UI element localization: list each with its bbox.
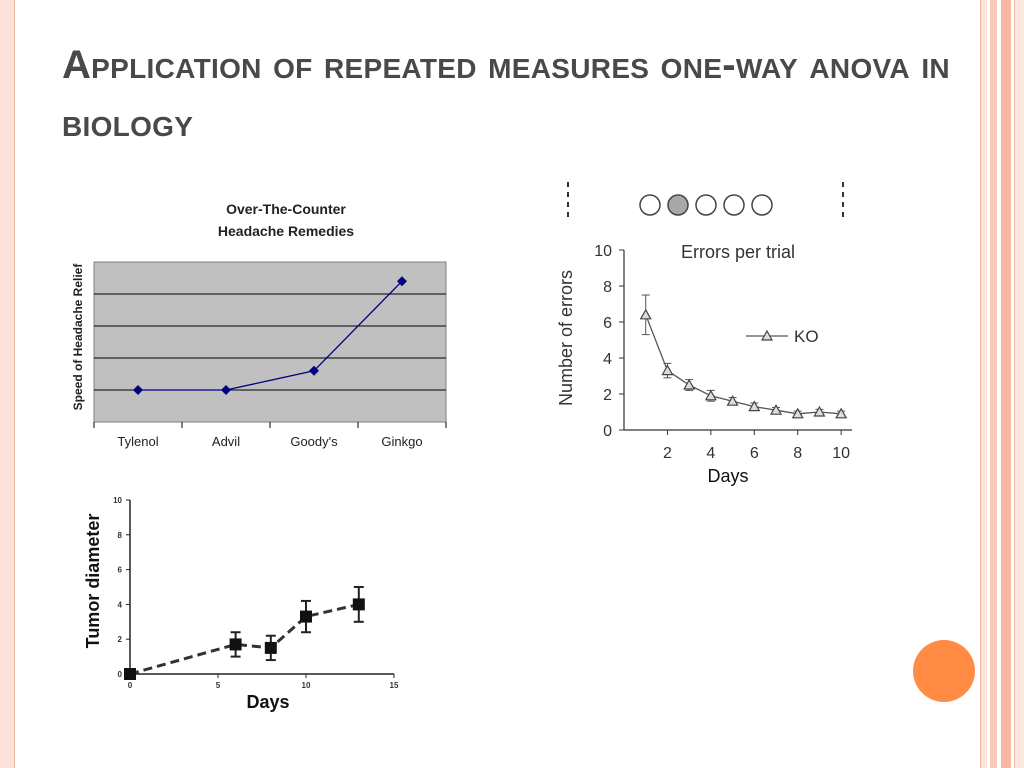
x-tick-label: 6 <box>750 445 759 462</box>
right-decorative-stripe-1 <box>980 0 987 768</box>
x-tick-label: 0 <box>128 681 133 690</box>
data-point-triangle <box>639 308 652 320</box>
x-tick-label: 8 <box>793 445 802 462</box>
x-tick-label: 4 <box>706 445 715 462</box>
y-tick-label: 4 <box>118 600 123 609</box>
plot-area <box>93 261 447 423</box>
data-point-diamond <box>309 365 319 376</box>
chart-title: Errors per trial <box>681 242 795 262</box>
data-point-square <box>352 598 365 611</box>
tumor-chart: 0 2 4 6 8 10 0 5 10 15 Tumor diameter Days <box>74 488 404 718</box>
chart-title: Over-The-Counter <box>226 201 346 217</box>
right-decorative-stripe-3 <box>1001 0 1011 768</box>
slide-title: Application of repeated measures one-way… <box>62 43 950 145</box>
orange-accent-dot <box>913 640 975 702</box>
data-point-diamond <box>397 276 407 287</box>
data-point-square <box>124 668 136 680</box>
legend-marker-triangle <box>760 329 774 341</box>
legend-label: KO <box>794 327 819 346</box>
data-point-diamond <box>133 385 143 395</box>
data-point-triangle <box>748 400 761 412</box>
tumor-chart-svg: 0 2 4 6 8 10 0 5 10 15 Tumor diameter Days <box>83 496 399 712</box>
data-point-triangle <box>813 405 826 417</box>
trial-circle <box>723 194 745 216</box>
headache-chart: Over-The-Counter Headache Remedies Tylenol… <box>62 190 462 465</box>
data-point-triangle <box>704 389 717 401</box>
trial-circle <box>695 194 717 216</box>
x-tick-label: 2 <box>663 445 672 462</box>
right-decorative-stripe-2 <box>990 0 997 768</box>
headache-chart-svg: Over-The-Counter Headache Remedies Tylenol… <box>71 201 447 449</box>
y-tick-label: 8 <box>118 531 123 540</box>
errors-chart-svg: Errors per trial 0 2 4 6 8 10 2 4 6 8 10 Number of e… <box>556 182 852 486</box>
x-category-label: Advil <box>212 434 240 449</box>
x-tick-label: 15 <box>390 681 399 690</box>
series-line-dashed <box>129 602 360 676</box>
data-point-triangle <box>661 364 674 376</box>
y-axis-label: Speed of Headache Relief <box>71 263 85 411</box>
data-point-triangle <box>683 378 696 390</box>
y-tick-label: 2 <box>603 387 612 404</box>
x-axis-label: Days <box>707 466 748 486</box>
data-point-square <box>264 641 277 654</box>
x-category-label: Goody's <box>290 434 338 449</box>
y-axis-label: Tumor diameter <box>83 514 103 649</box>
errors-chart: Errors per trial 0 2 4 6 8 10 2 4 6 8 10 Number of e… <box>548 178 878 490</box>
right-decorative-stripe-4 <box>1014 0 1024 768</box>
x-category-label: Ginkgo <box>381 434 422 449</box>
trial-circle <box>639 194 661 216</box>
y-tick-label: 0 <box>603 423 612 440</box>
data-point-triangle <box>726 394 739 406</box>
x-tick-label: 10 <box>832 445 850 462</box>
x-tick-label: 10 <box>302 681 311 690</box>
left-decorative-bar <box>0 0 15 768</box>
trial-circle-highlighted <box>667 194 689 216</box>
data-point-triangle <box>791 407 804 419</box>
y-tick-label: 10 <box>113 496 122 505</box>
y-tick-label: 6 <box>118 566 123 575</box>
y-tick-label: 0 <box>118 670 123 679</box>
data-point-square <box>229 638 242 651</box>
data-point-square <box>300 610 312 623</box>
y-tick-label: 2 <box>118 635 123 644</box>
data-point-triangle <box>835 407 848 419</box>
x-category-label: Tylenol <box>117 434 158 449</box>
y-tick-label: 10 <box>594 243 612 260</box>
series-line <box>138 280 403 391</box>
y-tick-label: 8 <box>603 279 612 296</box>
data-point-triangle <box>769 403 783 415</box>
series-line <box>645 314 842 415</box>
x-axis-label: Days <box>246 692 289 712</box>
x-tick-label: 5 <box>216 681 221 690</box>
y-axis-label: Number of errors <box>556 270 576 406</box>
y-tick-label: 6 <box>603 315 612 332</box>
y-tick-label: 4 <box>603 351 612 368</box>
trial-circle <box>751 194 773 216</box>
data-point-diamond <box>221 385 231 395</box>
chart-title: Headache Remedies <box>218 223 354 239</box>
